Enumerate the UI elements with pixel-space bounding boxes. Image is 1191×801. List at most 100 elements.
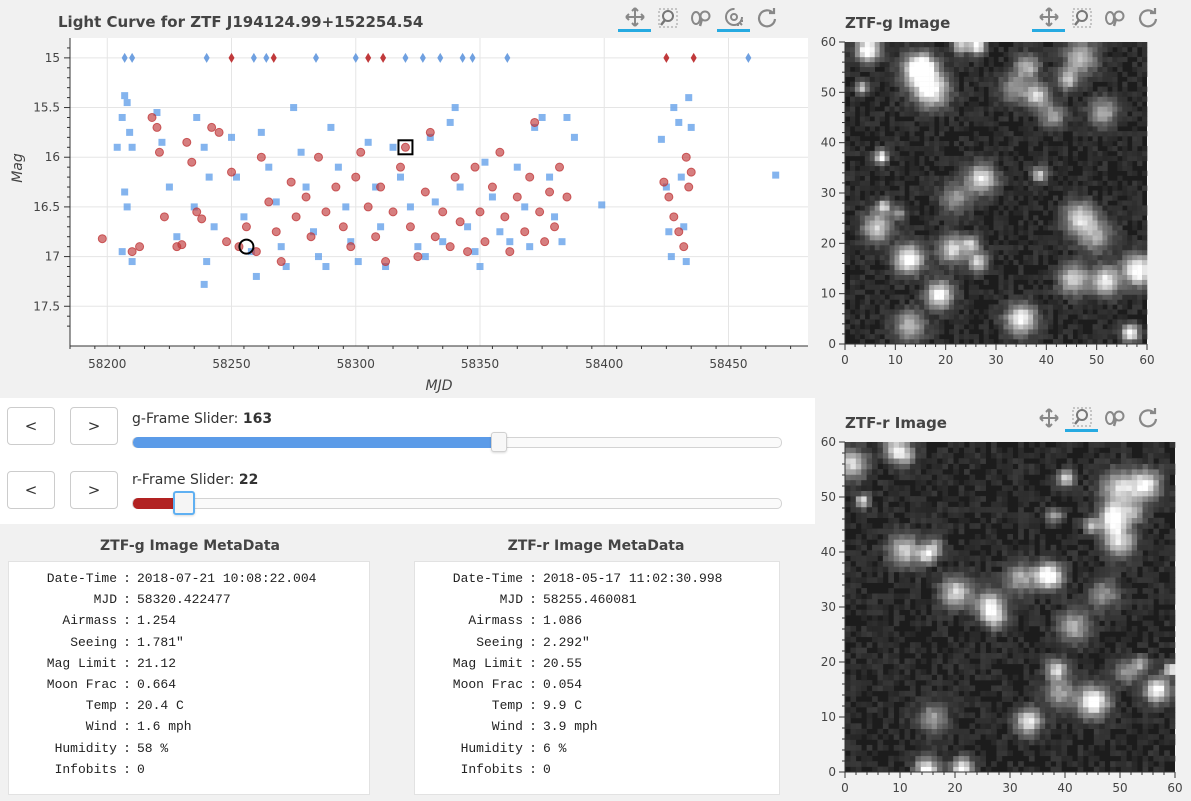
lc-upper-limit [690, 52, 697, 63]
lc-x-tick-label: 58400 [585, 357, 623, 371]
r-slider-label-text: r-Frame Slider: [132, 472, 239, 488]
lc-y-tick-label: 17.5 [33, 299, 60, 313]
r-prev-button[interactable]: < [7, 471, 55, 509]
lc-x-tick-label: 58200 [88, 357, 126, 371]
lc-point-g [121, 92, 129, 100]
lc-point-r [425, 127, 435, 137]
lc-point-g [297, 148, 305, 156]
meta-key: Moon Frac [46, 676, 117, 692]
g-slider-label-text: g-Frame Slider: [132, 411, 243, 427]
lc-point-g [364, 138, 372, 146]
r-next-button[interactable]: > [70, 471, 118, 509]
wheel-zoom-icon [690, 10, 710, 27]
g-meta-row: MJD:58320.422477 [9, 589, 369, 610]
lc-point-r [413, 252, 423, 262]
lightcurve-toolbar [618, 4, 783, 34]
lc-point-g [439, 238, 447, 246]
g-box-zoom-tool[interactable] [1065, 4, 1098, 32]
g-wheel-zoom-tool[interactable] [1098, 4, 1131, 32]
meta-value: 2.292" [543, 634, 590, 650]
lc-point-g [551, 213, 559, 221]
lc-point-r [679, 242, 689, 252]
lc-point-g [471, 248, 479, 256]
r-image-x-tick-label: 50 [1112, 781, 1127, 795]
g-meta-row: Infobits:0 [9, 759, 369, 780]
reset-tool[interactable] [750, 4, 783, 32]
r-image-y-tick-label: 50 [821, 490, 836, 504]
r-image-x-tick-label: 60 [1167, 781, 1182, 795]
lc-point-g [203, 258, 211, 266]
lc-point-g [372, 183, 380, 191]
wheel-zoom-icon [1104, 410, 1124, 427]
r-image-plot[interactable]: 0 10 20 30 40 50 60 0 10 20 30 40 50 60 [815, 434, 1191, 801]
lc-point-r [264, 197, 274, 207]
g-image-x-tick-label: 0 [841, 353, 849, 367]
lc-point-g [158, 138, 166, 146]
g-next-button[interactable]: > [70, 407, 118, 445]
pan-tool[interactable] [618, 4, 651, 32]
g-frame-slider[interactable] [132, 432, 782, 452]
lc-point-g [382, 263, 390, 271]
meta-separator: : [123, 740, 131, 756]
lc-point-g [123, 203, 131, 211]
g-meta-row: Moon Frac:0.664 [9, 674, 369, 695]
lc-point-r [214, 127, 224, 137]
meta-key: Mag Limit [452, 655, 523, 671]
lasso-tool[interactable] [717, 4, 750, 32]
lc-point-g [680, 223, 688, 231]
r-pan-tool[interactable] [1032, 404, 1065, 432]
lc-point-r [659, 177, 669, 187]
r-wheel-zoom-tool[interactable] [1098, 404, 1131, 432]
g-pan-tool[interactable] [1032, 4, 1065, 32]
r-reset-tool[interactable] [1131, 404, 1164, 432]
lc-point-r [512, 192, 522, 202]
r-image-x-tick-label: 40 [1057, 781, 1072, 795]
lc-point-g [675, 118, 683, 126]
g-image-plot[interactable]: 0 10 20 30 40 50 60 0 10 20 30 40 50 60 [815, 34, 1191, 374]
meta-value: 2018-05-17 11:02:30.998 [543, 571, 723, 586]
g-image-pixels [845, 42, 1148, 345]
lc-point-g [389, 143, 397, 151]
lc-point-r [664, 192, 674, 202]
r-image-y-tick-label: 10 [821, 710, 836, 724]
lc-point-g [113, 143, 121, 151]
lc-point-r [177, 240, 187, 250]
lc-point-r [197, 214, 207, 224]
meta-key: Wind [491, 719, 523, 735]
lc-point-g [421, 253, 429, 261]
lc-point-r [388, 207, 398, 217]
lc-point-r [241, 222, 251, 232]
lc-point-g [252, 272, 260, 280]
lc-upper-limit [745, 52, 752, 63]
wheel-zoom-tool[interactable] [684, 4, 717, 32]
box-zoom-tool[interactable] [651, 4, 684, 32]
g-meta-row: Temp:20.4 C [9, 695, 369, 716]
lc-point-r [338, 222, 348, 232]
meta-key: MJD [499, 592, 523, 608]
r-image-y-tick-label: 0 [828, 765, 836, 779]
lc-point-g [665, 228, 673, 236]
lc-y-tick-label: 15 [45, 51, 60, 65]
lc-point-r [331, 182, 341, 192]
g-reset-tool[interactable] [1131, 4, 1164, 32]
lc-point-g [476, 263, 484, 271]
r-slider-handle[interactable] [172, 491, 195, 515]
g-slider-handle[interactable] [491, 432, 508, 452]
r-box-zoom-tool[interactable] [1065, 404, 1098, 432]
r-frame-slider[interactable] [132, 491, 782, 515]
meta-separator: : [123, 592, 131, 608]
lc-point-r [286, 177, 296, 187]
lc-point-r [438, 207, 448, 217]
box-zoom-icon [1072, 8, 1091, 28]
g-image-x-tick-label: 20 [938, 353, 953, 367]
g-image-title: ZTF-g Image [845, 14, 951, 32]
lc-upper-limit [459, 52, 466, 63]
g-image-y-tick-label: 10 [821, 287, 836, 301]
lc-y-tick-label: 16 [45, 150, 60, 164]
g-prev-button[interactable]: < [7, 407, 55, 445]
lc-point-r [395, 162, 405, 172]
lc-point-g [456, 183, 464, 191]
meta-value: 9.9 C [543, 698, 583, 714]
lc-point-r [480, 237, 490, 247]
lightcurve-plot[interactable]: 58200 58250 58300 58350 58400 58450 15 15.5 16 16… [0, 34, 815, 398]
